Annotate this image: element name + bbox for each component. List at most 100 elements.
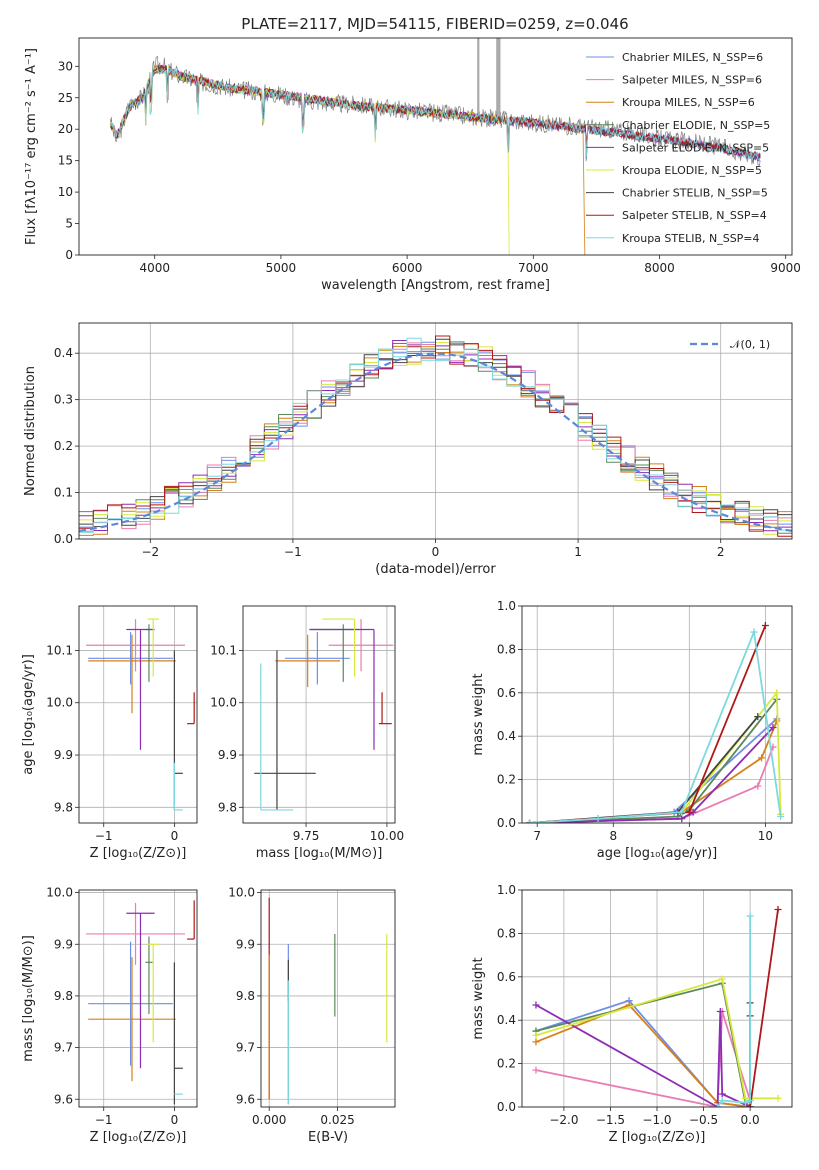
x-tick-label: 6000 (392, 261, 423, 275)
y-tick-label: 0.2 (497, 1057, 516, 1071)
x-tick-label: −1 (95, 829, 113, 843)
y-tick-label: 9.9 (54, 937, 73, 951)
y-tick-label: 0.4 (497, 729, 516, 743)
mass-weight-marker (718, 1096, 726, 1104)
x-tick-label: −1.0 (642, 1113, 671, 1127)
model-spectrum-line (110, 65, 761, 162)
y-tick-label: 0.0 (54, 532, 73, 546)
mass-weight-marker (750, 628, 758, 636)
y-tick-label: 9.8 (236, 989, 255, 1003)
mass-weight-marker (746, 1103, 754, 1107)
x-axis-label: Z [log₁₀(Z/Z⊙)] (90, 1130, 187, 1145)
legend-label: Kroupa ELODIE, N_SSP=5 (622, 164, 762, 177)
x-tick-label: 0.0 (741, 1113, 760, 1127)
y-tick-label: 9.7 (236, 1041, 255, 1055)
legend-label: Chabrier MILES, N_SSP=6 (622, 51, 763, 64)
axes-frame (78, 322, 793, 540)
age-vs-metallicity-panel: −1 0 9.8 9.9 10.0 10.1 Z [log₁₀(Z/Z⊙)] age [log… (21, 605, 198, 861)
mass-weight-marker (754, 782, 762, 790)
mass-weight-line (529, 698, 778, 823)
x-tick-label: 4000 (139, 261, 170, 275)
mass-weight-vs-age-panel: 7 8 9 10 0.0 0.2 0.4 0.6 0.8 1.0 age [log₁₀(age/yr… (471, 599, 793, 861)
mass-weight-marker (773, 689, 781, 697)
age-vs-mass-panel: 9.75 10.00 9.8 9.9 10.0 10.1 mass [log₁₀(M/M⊙)… (210, 605, 404, 861)
y-tick-label: 0.0 (497, 1100, 516, 1114)
x-tick-label: −2 (141, 545, 159, 559)
mass-weight-marker (678, 808, 686, 816)
x-tick-label: −1 (95, 1113, 113, 1127)
y-tick-label: 30 (58, 59, 73, 73)
x-axis-label: age [log₁₀(age/yr)] (597, 846, 718, 861)
plot-area (268, 897, 388, 1105)
mass-weight-marker (716, 1008, 724, 1016)
y-tick-label: 0 (65, 248, 73, 262)
x-axis-label: Z [log₁₀(Z/Z⊙)] (90, 846, 187, 861)
legend-label: Salpeter ELODIE, N_SSP=5 (622, 141, 769, 154)
y-tick-label: 10.1 (46, 643, 73, 657)
model-spectrum-line (110, 63, 586, 255)
y-tick-label: 0.2 (54, 439, 73, 453)
plot-area (110, 38, 761, 255)
mass-weight-marker (532, 1066, 540, 1074)
x-axis-label: Z [log₁₀(Z/Z⊙)] (609, 1130, 706, 1145)
x-tick-label: 9000 (770, 261, 801, 275)
x-tick-label: 0.000 (252, 1113, 286, 1127)
plot-area (532, 906, 782, 1107)
legend-label: Chabrier STELIB, N_SSP=5 (622, 187, 768, 200)
mass-weight-line (749, 909, 779, 1107)
mass-weight-line (529, 718, 778, 823)
y-tick-label: 0.4 (54, 346, 73, 360)
y-tick-label: 20 (58, 122, 73, 136)
x-tick-label: 9.75 (293, 829, 320, 843)
y-axis-label: age [log₁₀(age/yr)] (21, 654, 36, 775)
mass-weight-vs-metallicity-panel: −2.0 −1.5 −1.0 −0.5 0.0 0.0 0.2 0.4 0.6 0.8 1.0 Z [… (471, 883, 793, 1145)
x-tick-label: 8000 (644, 261, 675, 275)
axes-frame (521, 889, 793, 1108)
mass-weight-line (529, 716, 759, 823)
mass-weight-marker (754, 713, 762, 721)
y-axis-label: Normed distribution (23, 366, 38, 496)
y-tick-label: 9.8 (54, 800, 73, 814)
plot-area (526, 622, 785, 823)
y-tick-label: 0.1 (54, 486, 73, 500)
y-axis-label: mass weight (471, 957, 486, 1039)
y-tick-label: 0.4 (497, 1013, 516, 1027)
mass-weight-marker (685, 808, 693, 816)
axes-frame (242, 605, 396, 824)
mass-weight-marker (714, 1103, 722, 1107)
y-tick-label: 0.8 (497, 642, 516, 656)
y-tick-label: 5 (65, 217, 73, 231)
axes-frame (78, 889, 198, 1108)
mass-weight-marker (718, 975, 726, 983)
residual-histogram (79, 335, 792, 537)
legend-label: Kroupa STELIB, N_SSP=4 (622, 232, 760, 245)
mass-weight-marker (774, 1094, 782, 1102)
y-tick-label: 9.6 (54, 1092, 73, 1106)
y-tick-label: 9.9 (236, 937, 255, 951)
mass-weight-marker (532, 1031, 540, 1039)
plot-area (254, 618, 394, 811)
mass-weight-line (535, 977, 778, 1100)
residual-histogram-panel: −2 −1 0 1 2 0.0 0.1 0.2 0.3 0.4 (data-model)/error… (23, 322, 793, 577)
y-tick-label: 0.6 (497, 970, 516, 984)
mass-weight-line (529, 625, 767, 823)
plot-area (86, 618, 195, 811)
y-tick-label: 15 (58, 154, 73, 168)
mass-weight-line (529, 746, 774, 823)
axes-frame (260, 889, 396, 1108)
y-tick-label: 10.0 (46, 886, 73, 900)
x-tick-label: −0.5 (689, 1113, 718, 1127)
spectrum-panel: 4000 5000 6000 7000 8000 9000 0 5 10 15 20 25 30 wave… (24, 15, 801, 293)
gaussian-curve (79, 352, 792, 532)
legend-label: Salpeter MILES, N_SSP=6 (622, 74, 762, 87)
mass-weight-line (529, 628, 782, 823)
x-axis-label: (data-model)/error (375, 562, 496, 577)
y-axis-label: mass [log₁₀(M/M⊙)] (21, 935, 36, 1062)
axes-frame (78, 37, 793, 256)
legend-label: 𝒩(0, 1) (730, 338, 770, 351)
x-tick-label: 7000 (518, 261, 549, 275)
y-tick-label: 9.8 (218, 800, 237, 814)
y-tick-label: 9.6 (236, 1092, 255, 1106)
y-tick-label: 25 (58, 91, 73, 105)
